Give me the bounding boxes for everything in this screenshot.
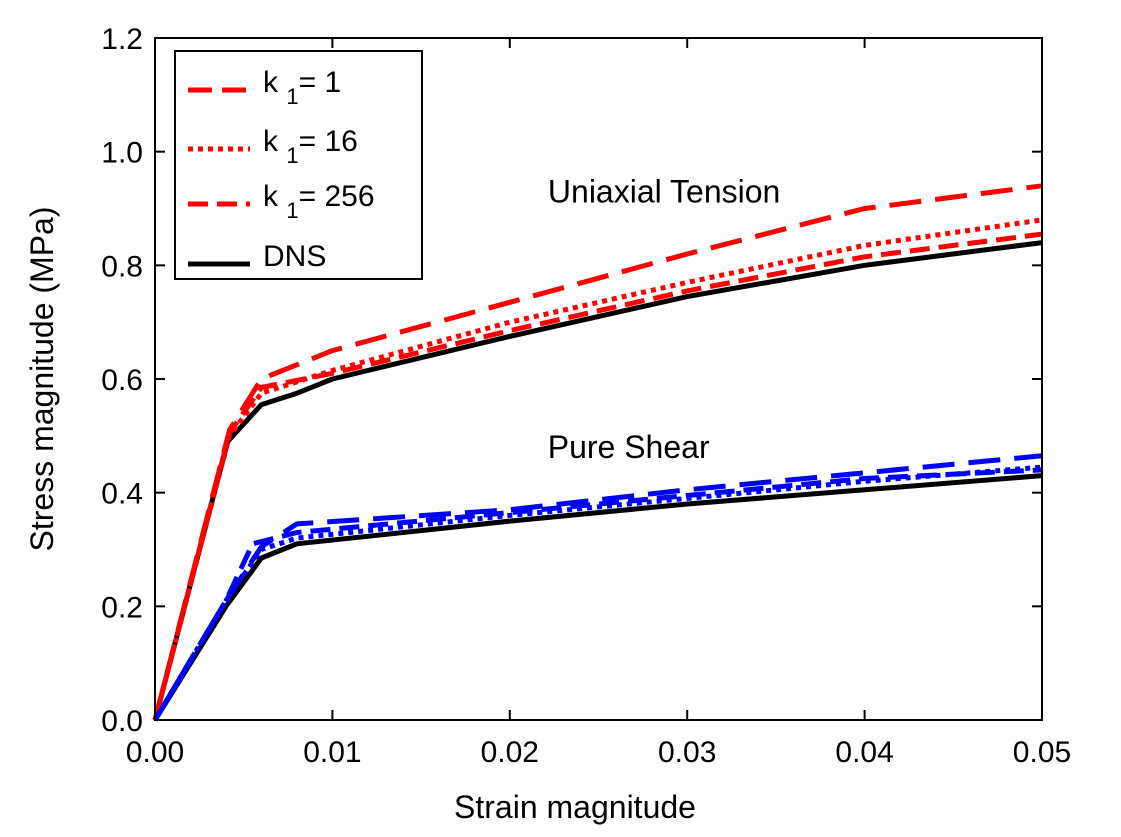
series-line-pure-shear-5 (152, 464, 1043, 722)
series-line-uniaxial-tension-0 (152, 183, 1043, 721)
legend-label-2: k 1= 256 (263, 180, 375, 223)
y-tick-label: 0.8 (101, 250, 143, 283)
series-line-uniaxial-tension-1 (152, 217, 1043, 721)
y-tick-label: 0.0 (101, 705, 143, 738)
legend: k 1= 1 k 1= 16 k 1= 256 DNS (174, 50, 423, 280)
y-tick-label: 0.4 (101, 478, 143, 511)
series-line-uniaxial-tension-3 (152, 240, 1043, 721)
y-tick-label: 1.0 (101, 137, 143, 170)
series-line-pure-shear-4 (152, 453, 1043, 722)
series-layer (152, 183, 1043, 722)
x-tick-label: 0.00 (126, 736, 184, 769)
annotation-pure-shear: Pure Shear (548, 429, 710, 465)
legend-box (174, 50, 423, 280)
legend-label-0: k 1= 1 (263, 66, 341, 109)
ticks-layer: 0.00 0.01 0.02 0.03 0.04 0.05 0.0 0.2 0.4 0.6 0.8 1… (101, 23, 1071, 769)
x-tick-label: 0.01 (303, 736, 361, 769)
y-axis-label: Stress magnitude (MPa) (24, 206, 60, 551)
legend-label-1: k 1= 16 (263, 125, 358, 168)
legend-label-3: DNS (263, 240, 326, 273)
annotation-uniaxial-tension: Uniaxial Tension (548, 173, 780, 209)
x-tick-label: 0.03 (658, 736, 716, 769)
x-tick-label: 0.05 (1013, 736, 1071, 769)
y-tick-label: 0.6 (101, 364, 143, 397)
annotation-layer: Uniaxial Tension Pure Shear (548, 173, 781, 465)
x-axis-label: Strain magnitude (454, 789, 696, 825)
x-tick-label: 0.02 (481, 736, 539, 769)
y-tick-label: 0.2 (101, 591, 143, 624)
y-tick-label: 1.2 (101, 23, 143, 56)
x-tick-label: 0.04 (835, 736, 893, 769)
series-line-pure-shear-7 (152, 473, 1043, 722)
